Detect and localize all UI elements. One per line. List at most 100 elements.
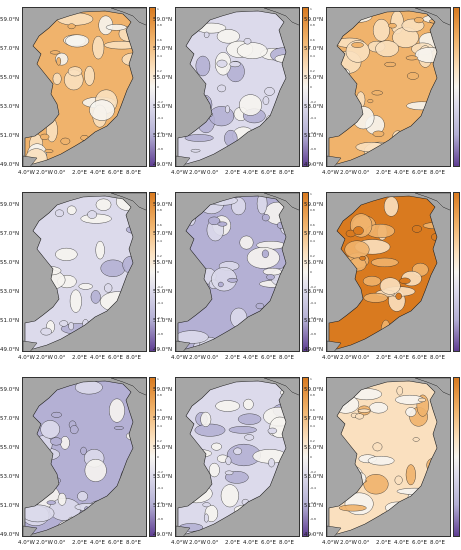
contour-patch <box>190 148 201 153</box>
contour-patch <box>262 96 270 105</box>
norway-coast <box>414 8 450 26</box>
colorbar-tick: 0.4 <box>310 53 315 58</box>
contour-patch <box>220 484 239 508</box>
latitude-label: 53.0°N <box>304 474 324 480</box>
contour-patch <box>244 434 255 441</box>
latitude-label: 59.0°N <box>0 387 20 393</box>
longitude-label: 2.0°W <box>340 170 357 176</box>
longitude-label: 4.0°E <box>90 540 105 546</box>
longitude-label: 6.0°E <box>108 540 123 546</box>
contour-patch <box>384 61 397 67</box>
contour-patch <box>211 442 222 451</box>
colorbar <box>453 377 460 537</box>
latitude-label: 57.0°N <box>304 231 324 237</box>
latitude-label: 57.0°N <box>0 46 20 52</box>
brittany-coast <box>23 340 38 351</box>
longitude-label: 0.0° <box>207 170 219 176</box>
colorbar-tick: -0.8 <box>157 146 163 151</box>
contour-patch <box>40 420 60 439</box>
contour-patch <box>368 402 388 414</box>
contour-patch <box>40 327 52 336</box>
colorbar-tick: 0.8 <box>310 22 315 27</box>
coastline <box>177 195 287 350</box>
colorbar <box>302 7 309 167</box>
contour-patch <box>114 426 124 430</box>
map-panel-r1c2 <box>175 7 300 167</box>
longitude-label: 6.0°E <box>108 170 123 176</box>
contour-patch <box>54 209 64 217</box>
norway-coast <box>414 193 450 211</box>
latitude-axis: 59.0°N 57.0°N 55.0°N 53.0°N 51.0°N 49.0°N <box>304 7 328 168</box>
longitude-axis: 4.0°W 2.0°W 0.0° 2.0°E 4.0°E 6.0°E 8.0°E <box>18 540 153 548</box>
contour-patch <box>52 72 62 85</box>
longitude-label: 8.0°E <box>126 170 141 176</box>
latitude-label: 49.0°N <box>153 347 173 353</box>
latitude-label: 59.0°N <box>153 202 173 208</box>
longitude-label: 2.0°W <box>340 540 357 546</box>
map-panel-r2c2 <box>175 192 300 352</box>
colorbar-tick: -0.8 <box>157 331 163 336</box>
latitude-label: 59.0°N <box>304 387 324 393</box>
latitude-label: 53.0°N <box>153 289 173 295</box>
latitude-label: 55.0°N <box>304 75 324 81</box>
latitude-label: 55.0°N <box>0 445 20 451</box>
map-panel-r3c3 <box>326 377 451 537</box>
map-svg <box>327 193 450 351</box>
contour-patch <box>68 321 74 331</box>
contour-patch <box>264 87 275 96</box>
contour-patch <box>67 66 83 77</box>
longitude-label: 2.0°W <box>189 170 206 176</box>
colorbar-tick: 0 <box>157 84 159 89</box>
colorbar-ticks: 1 0.8 0.6 0.4 0.2 0 -0.2 -0.4 -0.6 -0.8 -1 <box>156 377 168 537</box>
colorbar-tick: -0.4 <box>157 115 163 120</box>
longitude-label: 2.0°E <box>376 170 391 176</box>
contour-patch <box>228 426 257 434</box>
colorbar-tick: -0.8 <box>310 331 316 336</box>
latitude-label: 51.0°N <box>153 503 173 509</box>
coastline <box>177 380 287 535</box>
contour-patch <box>60 137 71 145</box>
longitude-axis: 4.0°W 2.0°W 0.0° 2.0°E 4.0°E 6.0°E 8.0°E <box>171 355 306 363</box>
contour-patch <box>227 277 238 283</box>
longitude-label: 0.0° <box>207 355 219 361</box>
latitude-label: 55.0°N <box>153 260 173 266</box>
longitude-label: 2.0°E <box>72 355 87 361</box>
contour-patch <box>256 196 268 215</box>
longitude-label: 4.0°W <box>171 170 188 176</box>
latitude-label: 57.0°N <box>304 46 324 52</box>
colorbar-tick: -0.6 <box>310 131 316 135</box>
sea-anomaly-map <box>326 192 451 352</box>
longitude-axis: 4.0°W 2.0°W 0.0° 2.0°E 4.0°E 6.0°E 8.0°E <box>171 170 306 178</box>
contour-patch <box>394 475 403 485</box>
longitude-axis: 4.0°W 2.0°W 0.0° 2.0°E 4.0°E 6.0°E 8.0°E <box>171 540 306 548</box>
contour-patch <box>379 277 401 295</box>
longitude-label: 8.0°E <box>126 540 141 546</box>
colorbar-tick: -0.4 <box>310 485 316 490</box>
colorbar <box>149 192 156 352</box>
colorbar-tick: -1 <box>310 347 313 351</box>
latitude-axis: 59.0°N 57.0°N 55.0°N 53.0°N 51.0°N 49.0°N <box>304 192 328 353</box>
longitude-label: 4.0°E <box>394 170 409 176</box>
sea-anomaly-map <box>326 7 451 167</box>
brittany-coast <box>23 525 38 536</box>
latitude-label: 51.0°N <box>0 318 20 324</box>
latitude-label: 51.0°N <box>0 133 20 139</box>
longitude-axis: 4.0°W 2.0°W 0.0° 2.0°E 4.0°E 6.0°E 8.0°E <box>322 540 457 548</box>
contour-patch <box>84 459 107 482</box>
latitude-label: 49.0°N <box>153 162 173 168</box>
contour-patch <box>411 225 422 233</box>
sea-anomaly-map <box>22 7 147 167</box>
contour-patch <box>261 214 270 222</box>
longitude-label: 2.0°W <box>36 170 53 176</box>
longitude-label: 6.0°E <box>108 355 123 361</box>
longitude-axis: 4.0°W 2.0°W 0.0° 2.0°E 4.0°E 6.0°E 8.0°E <box>322 170 457 178</box>
latitude-label: 49.0°N <box>0 532 20 538</box>
contour-patch <box>105 24 127 31</box>
colorbar-tick: -0.6 <box>157 316 163 320</box>
contour-patch <box>383 196 399 217</box>
contour-patch <box>217 281 224 288</box>
colorbar-tick: 0.2 <box>157 439 162 443</box>
colorbar-tick: 0.2 <box>310 439 315 443</box>
latitude-label: 57.0°N <box>153 416 173 422</box>
map-panel-r2c3 <box>326 192 451 352</box>
